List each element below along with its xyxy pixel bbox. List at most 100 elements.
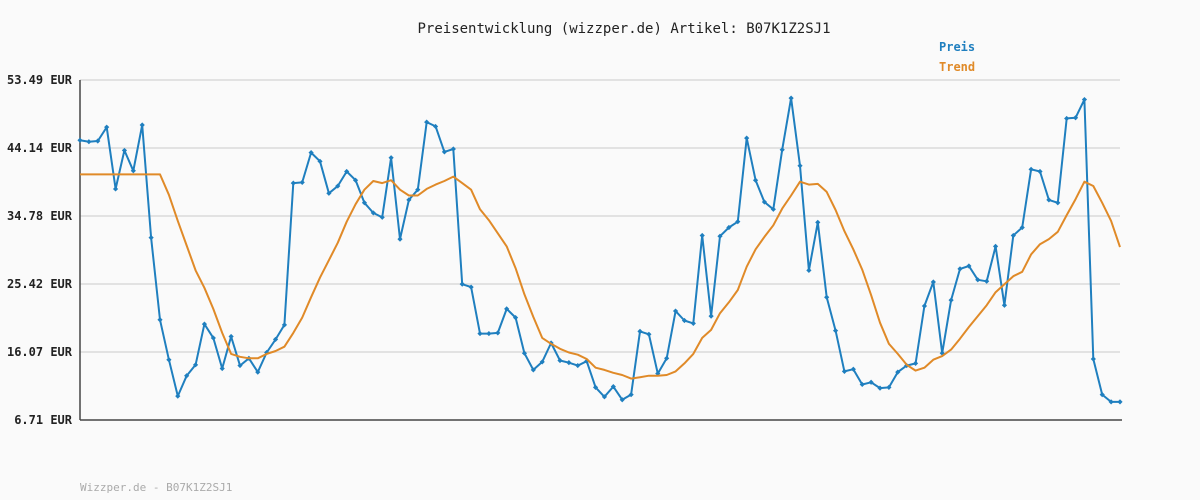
data-point [299, 179, 305, 186]
data-point [815, 219, 821, 225]
data-point [912, 360, 919, 366]
legend-item-preis: Preis [939, 40, 975, 54]
series-preis [77, 95, 1123, 405]
y-tick-label: 44.14 EUR [7, 141, 73, 155]
data-point [361, 200, 368, 206]
data-point [255, 369, 261, 375]
data-point [557, 357, 563, 364]
data-point [708, 313, 714, 319]
data-point [1064, 115, 1070, 122]
data-point [326, 190, 332, 196]
data-point [432, 123, 439, 130]
series-line-trend [80, 173, 1121, 380]
data-point [628, 392, 634, 398]
data-point [1099, 392, 1105, 398]
data-point [637, 328, 643, 335]
data-point [121, 147, 128, 154]
data-point [504, 306, 510, 312]
data-point [521, 350, 528, 356]
chart-title: Preisentwicklung (wizzper.de) Artikel: B… [417, 21, 830, 37]
data-point [735, 219, 741, 225]
data-point [859, 381, 865, 388]
data-point [201, 321, 208, 327]
data-point [112, 186, 119, 192]
data-point [761, 199, 768, 205]
data-point [575, 362, 581, 369]
data-point [210, 335, 216, 341]
data-point [646, 331, 652, 337]
data-point [984, 278, 990, 284]
y-tick-label: 34.78 EUR [7, 209, 73, 223]
data-point [744, 135, 750, 141]
data-point [406, 197, 412, 203]
legend: Preis Trend [939, 40, 975, 74]
data-point [1108, 399, 1114, 405]
data-point [184, 373, 190, 379]
data-point [157, 317, 163, 323]
data-point [424, 119, 430, 125]
data-point [530, 367, 536, 373]
data-point [388, 155, 394, 161]
series-group [77, 95, 1123, 405]
data-point [681, 317, 688, 324]
data-point [797, 163, 803, 169]
data-point [495, 330, 501, 336]
data-point [672, 308, 679, 314]
data-point [539, 359, 545, 365]
data-point [752, 177, 759, 183]
data-point [832, 328, 839, 334]
data-point [610, 384, 616, 390]
data-point [415, 187, 421, 193]
data-point [397, 236, 403, 242]
data-point [192, 362, 199, 368]
data-point [166, 357, 172, 363]
data-point [930, 279, 936, 285]
data-point [1037, 168, 1043, 175]
data-point [281, 322, 288, 328]
y-tick-label: 6.71 EUR [14, 413, 73, 427]
data-point [841, 368, 848, 374]
data-point [86, 139, 92, 145]
data-point [352, 177, 359, 183]
data-point [237, 362, 243, 369]
data-point [272, 336, 279, 342]
y-tick-label: 16.07 EUR [7, 345, 73, 359]
data-point [139, 122, 145, 128]
y-axis-ticks: 6.71 EUR 16.07 EUR 25.42 EUR 34.78 EUR 44.14… [7, 73, 73, 427]
y-tick-label: 25.42 EUR [7, 277, 73, 291]
data-point [1117, 399, 1123, 405]
data-point [1046, 197, 1052, 203]
data-point [1001, 302, 1008, 308]
data-point [468, 284, 474, 290]
data-point [850, 366, 856, 372]
footer-text: Wizzper.de - B07K1Z2SJ1 [80, 481, 232, 494]
data-point [1081, 96, 1088, 103]
data-point [992, 243, 999, 249]
data-point [441, 149, 448, 155]
data-point [566, 360, 572, 366]
data-point [886, 384, 892, 390]
data-point [664, 355, 670, 361]
data-point [308, 150, 314, 156]
data-point [219, 365, 225, 372]
data-point [948, 297, 954, 303]
data-point [619, 397, 625, 403]
data-point [175, 393, 181, 399]
data-point [95, 138, 101, 144]
data-point [877, 385, 883, 391]
data-point [104, 124, 110, 130]
data-point [290, 180, 296, 186]
data-point [699, 232, 705, 239]
data-point [779, 147, 785, 153]
y-tick-label: 53.49 EUR [7, 73, 73, 87]
data-point [450, 146, 456, 152]
data-point [512, 314, 519, 321]
data-point [1028, 166, 1034, 172]
data-point [130, 168, 136, 174]
data-point [1055, 200, 1061, 206]
data-point [717, 233, 723, 239]
data-point [975, 277, 981, 283]
data-point [824, 294, 830, 300]
